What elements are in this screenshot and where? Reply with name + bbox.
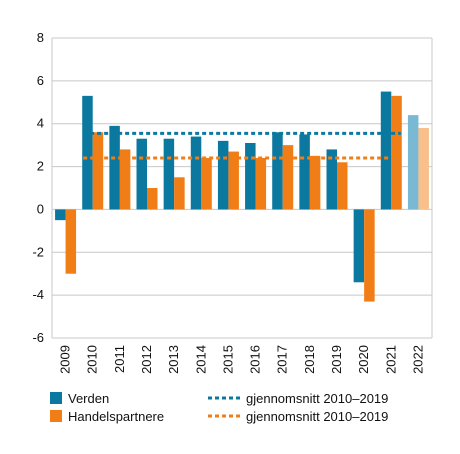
bar-verden-2017 <box>272 132 283 210</box>
bar-verden-2020 <box>353 209 365 283</box>
x-tick-label: 2010 <box>85 345 100 374</box>
x-tick-label: 2012 <box>139 345 154 374</box>
bar-handelspartnere-2017 <box>282 145 294 210</box>
average-lines <box>83 131 401 160</box>
bar-handelspartnere-2021 <box>391 95 402 210</box>
y-tick-label: -2 <box>32 244 44 259</box>
bar-verden-2009 <box>55 209 66 221</box>
bar-handelspartnere-2014 <box>201 158 212 210</box>
legend-label-handelspartnere: Handelspartnere <box>68 409 164 424</box>
bar-verden-2015 <box>217 140 229 210</box>
y-tick-label: -4 <box>32 287 44 302</box>
bar-verden-2022 <box>407 115 419 210</box>
y-tick-label: 0 <box>37 201 44 216</box>
bar-handelspartnere-2015 <box>228 151 239 210</box>
bar-handelspartnere-2011 <box>119 149 131 210</box>
x-tick-label: 2014 <box>193 345 208 374</box>
bar-handelspartnere-2018 <box>309 155 321 210</box>
x-tick-label: 2016 <box>248 345 263 374</box>
bar-verden-2011 <box>109 125 120 210</box>
x-tick-label: 2020 <box>356 345 371 374</box>
x-tick-label: 2018 <box>302 345 317 374</box>
bar-verden-2014 <box>190 136 202 210</box>
y-tick-label: 2 <box>37 159 44 174</box>
x-tick-label: 2013 <box>166 345 181 374</box>
gridlines <box>51 37 433 339</box>
legend-label-average-handelspartnere: gjennomsnitt 2010–2019 <box>246 409 388 424</box>
y-tick-label: 8 <box>37 30 44 45</box>
x-tick-label: 2015 <box>220 345 235 374</box>
bar-verden-2010 <box>82 95 93 210</box>
bar-handelspartnere-2009 <box>65 209 77 274</box>
legend-label-average-verden: gjennomsnitt 2010–2019 <box>246 391 388 406</box>
bar-handelspartnere-2013 <box>174 177 185 210</box>
bar-handelspartnere-2016 <box>255 158 267 210</box>
bar-verden-2013 <box>163 138 175 210</box>
bar-handelspartnere-2010 <box>92 132 104 210</box>
legend-swatch-verden <box>50 392 62 404</box>
bar-handelspartnere-2020 <box>364 209 375 302</box>
legend-label-verden: Verden <box>68 391 109 406</box>
bar-verden-2012 <box>136 138 147 210</box>
bar-handelspartnere-2022 <box>418 128 429 210</box>
bar-handelspartnere-2019 <box>337 162 348 210</box>
bar-verden-2019 <box>326 149 337 210</box>
bars <box>55 91 429 302</box>
legend-swatch-handelspartnere <box>50 410 62 422</box>
y-tick-label: 6 <box>37 73 44 88</box>
bar-verden-2021 <box>380 91 392 210</box>
y-tick-label: -6 <box>32 330 44 345</box>
x-tick-label: 2021 <box>383 345 398 374</box>
x-tick-label: 2011 <box>112 345 127 373</box>
x-tick-label: 2022 <box>410 345 425 374</box>
y-axis-ticks: -6 -4 -2 0 2 4 6 8 <box>32 30 44 345</box>
x-tick-label: 2017 <box>275 345 290 374</box>
x-tick-label: 2019 <box>329 345 344 374</box>
legend: Verden Handelspartnere gjennomsnitt 2010… <box>50 391 388 424</box>
x-tick-label: 2009 <box>58 345 73 374</box>
y-tick-label: 4 <box>37 116 44 131</box>
bar-handelspartnere-2012 <box>147 188 158 210</box>
bar-verden-2018 <box>299 134 310 210</box>
x-axis-ticks: 2009 2010 2011 2012 2013 2014 2015 2016 2017 2018… <box>58 345 426 374</box>
bar-verden-2016 <box>245 143 256 210</box>
